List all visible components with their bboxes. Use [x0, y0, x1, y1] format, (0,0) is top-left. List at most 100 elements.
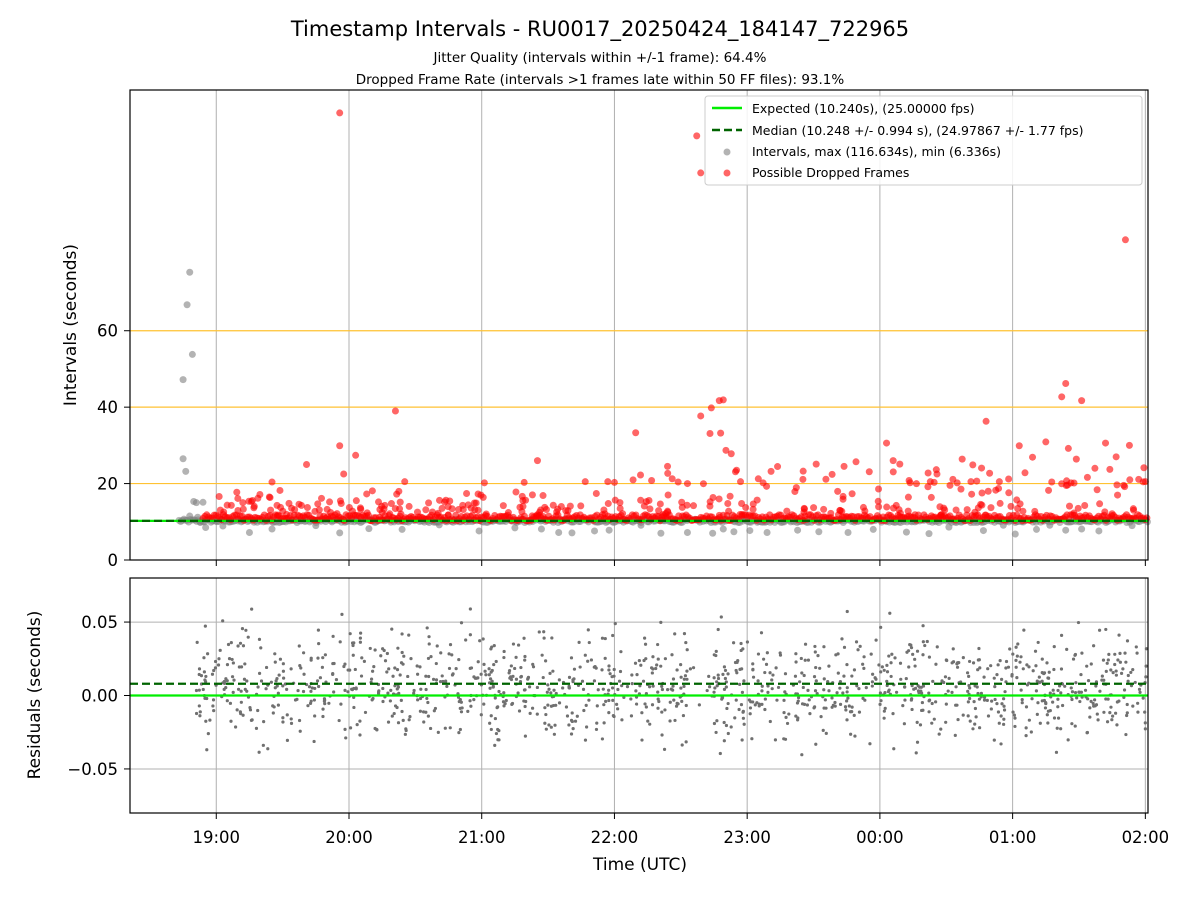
dropped-frame-point: [1141, 478, 1149, 486]
residual-point: [1111, 671, 1115, 675]
dropped-frame-point: [1106, 465, 1114, 473]
residual-point: [814, 665, 818, 670]
residual-point: [857, 687, 861, 691]
residual-point: [760, 702, 764, 706]
residual-point: [322, 699, 326, 703]
interval-point: [1095, 527, 1103, 535]
residual-point: [733, 716, 737, 720]
residual-point: [217, 657, 221, 661]
residual-point: [913, 664, 917, 668]
x-tick-label: 20:00: [325, 828, 373, 847]
residual-point: [1125, 639, 1130, 643]
residual-point: [315, 679, 320, 683]
residual-point: [724, 723, 729, 728]
residual-point: [557, 701, 562, 705]
residual-point: [577, 640, 581, 644]
residual-point: [434, 661, 438, 666]
residual-point: [1100, 678, 1104, 682]
residual-point: [934, 662, 938, 666]
residual-point: [297, 644, 301, 648]
dropped-frame-point: [978, 501, 986, 509]
residual-point: [778, 651, 782, 655]
residual-point: [309, 689, 313, 693]
residual-point: [954, 685, 958, 689]
residual-point: [679, 663, 683, 667]
dropped-frame-point: [664, 491, 672, 499]
dropped-frame-point: [892, 501, 900, 509]
dropped-frame-point: [405, 502, 413, 510]
interval-point: [192, 499, 200, 507]
residual-point: [488, 677, 493, 681]
residual-point: [1052, 645, 1056, 649]
residual-point: [1144, 664, 1148, 668]
residual-point: [554, 691, 558, 696]
residual-point: [714, 730, 718, 735]
residual-point: [1109, 668, 1113, 672]
residual-point: [400, 632, 404, 636]
residual-point: [544, 659, 548, 663]
residual-point: [656, 642, 660, 647]
residual-point: [545, 690, 549, 694]
dropped-frame-point: [632, 429, 640, 437]
residual-point: [982, 675, 986, 679]
residual-point: [812, 706, 816, 710]
residual-point: [244, 628, 248, 632]
residual-point: [281, 684, 285, 688]
dropped-frame-point: [482, 510, 490, 518]
residual-point: [671, 688, 675, 692]
residual-point: [846, 696, 850, 700]
interval-point: [398, 525, 406, 533]
residual-point: [985, 698, 989, 702]
residual-point: [885, 679, 889, 683]
residual-point: [474, 676, 479, 680]
residual-point: [551, 669, 555, 673]
residual-point: [722, 687, 727, 691]
residual-point: [422, 720, 426, 724]
residual-point: [878, 702, 882, 707]
residual-point: [986, 667, 990, 671]
residual-point: [663, 708, 667, 712]
residual-point: [682, 684, 686, 689]
interval-threshold-lines: [130, 330, 1148, 485]
dropped-frame-point: [283, 511, 291, 519]
residual-point: [355, 723, 359, 727]
dropped-frame-point: [875, 503, 883, 511]
residual-point: [432, 709, 436, 713]
dropped-frame-point: [963, 506, 971, 514]
residual-point: [377, 689, 381, 693]
residual-point: [622, 695, 626, 700]
residual-point: [459, 710, 464, 714]
residual-point: [312, 739, 316, 744]
residual-point: [1002, 708, 1007, 712]
dropped-frame-point: [616, 499, 624, 507]
dropped-frame-point: [234, 506, 242, 514]
residual-point: [400, 650, 404, 655]
residual-point: [493, 696, 497, 700]
residual-point: [967, 683, 971, 688]
residual-point: [857, 710, 862, 714]
residual-point: [230, 675, 235, 679]
residual-point: [373, 726, 377, 731]
residual-point: [766, 690, 770, 694]
dropped-frame-point: [592, 489, 600, 497]
residual-point: [514, 655, 518, 659]
residual-point: [476, 660, 480, 664]
residual-point: [979, 691, 984, 695]
residual-point: [310, 686, 314, 690]
residual-point: [409, 657, 413, 661]
residual-point: [1106, 697, 1110, 701]
residual-point: [885, 663, 889, 667]
dropped-frame-point: [1135, 475, 1143, 483]
residual-point: [882, 709, 886, 713]
dropped-frame-point: [737, 478, 745, 486]
residual-point: [946, 689, 950, 693]
residual-point: [332, 690, 336, 694]
residual-point: [289, 721, 294, 725]
dropped-frame-point: [215, 492, 223, 500]
residual-point: [1073, 724, 1077, 728]
residual-point: [733, 660, 738, 665]
residual-point: [774, 666, 778, 670]
residual-point: [1144, 675, 1148, 679]
residual-point: [1056, 697, 1060, 701]
dropped-frame-point: [336, 109, 344, 117]
